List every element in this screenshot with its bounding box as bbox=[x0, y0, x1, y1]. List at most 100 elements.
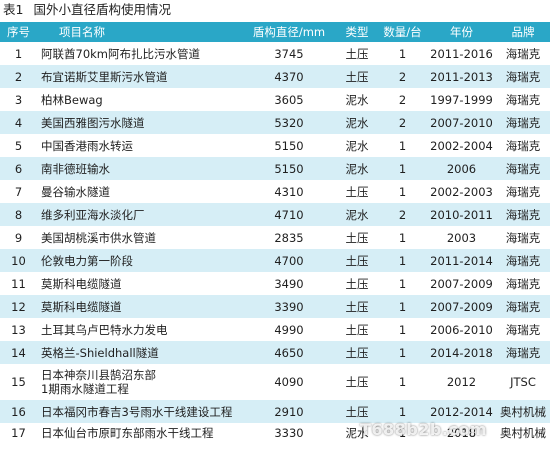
cell-project-name: 美国胡桃溪市供水管道 bbox=[37, 226, 242, 249]
cell-diameter: 5150 bbox=[274, 161, 304, 176]
project-name-line: 日本福冈市春吉3号雨水干线建设工程 bbox=[41, 404, 233, 419]
project-name-line: 维多利亚海水淡化厂 bbox=[41, 207, 145, 222]
cell-brand: 海瑞克 bbox=[505, 46, 541, 61]
cell-count: 1 bbox=[398, 375, 407, 389]
cell-diameter: 3605 bbox=[274, 92, 304, 107]
cell-year: 2010-2011 bbox=[430, 207, 493, 222]
cell-brand: 海瑞克 bbox=[505, 138, 541, 153]
cell-type: 土压 bbox=[345, 375, 369, 389]
cell-project-name: 日本仙台市原町东部雨水干线工程 bbox=[37, 423, 242, 443]
cell-count: 1 bbox=[398, 161, 407, 176]
cell-diameter: 3390 bbox=[274, 299, 304, 314]
cell-no: 6 bbox=[14, 161, 23, 176]
cell-diameter: 4370 bbox=[274, 69, 304, 84]
table-row: 17 日本仙台市原町东部雨水干线工程 3330 泥水 1 2018 奥村机械 bbox=[0, 423, 550, 443]
table-row: 15 日本神奈川县鹄沼东部 1期雨水隧道工程 4090 土压 1 2012 JTSC bbox=[0, 364, 550, 400]
cell-diameter: 2835 bbox=[274, 230, 304, 245]
cell-brand: 海瑞克 bbox=[505, 115, 541, 130]
table-header-row: 序号 项目名称 盾构直径/mm 类型 数量/台 年份 品牌 bbox=[0, 22, 550, 42]
project-name-line: 伦敦电力第一阶段 bbox=[41, 253, 133, 268]
cell-count: 1 bbox=[398, 299, 407, 314]
cell-no: 3 bbox=[14, 92, 23, 107]
cell-count: 1 bbox=[398, 138, 407, 153]
cell-no: 2 bbox=[14, 69, 23, 84]
cell-brand: 海瑞克 bbox=[505, 322, 541, 337]
cell-no: 8 bbox=[14, 207, 23, 222]
cell-brand: 海瑞克 bbox=[505, 69, 541, 84]
caption-text: 国外小直径盾构使用情况 bbox=[33, 2, 171, 17]
header-count: 数量/台 bbox=[383, 25, 422, 39]
cell-year: 1997-1999 bbox=[430, 92, 493, 107]
table-row: 2 布宜诺斯艾里斯污水管道 4370 土压 2 2011-2013 海瑞克 bbox=[0, 65, 550, 88]
project-name-line: 曼谷输水隧道 bbox=[41, 184, 110, 199]
cell-project-name: 英格兰-Shieldhall隧道 bbox=[37, 341, 242, 364]
cell-type: 泥水 bbox=[345, 426, 369, 440]
cell-diameter: 4700 bbox=[274, 253, 304, 268]
header-year: 年份 bbox=[450, 25, 473, 39]
cell-no: 1 bbox=[14, 46, 23, 61]
table-row: 7 曼谷输水隧道 4310 土压 1 2002-2003 海瑞克 bbox=[0, 180, 550, 203]
cell-type: 泥水 bbox=[345, 207, 369, 222]
cell-count: 1 bbox=[398, 345, 407, 360]
cell-year: 2007-2010 bbox=[430, 115, 493, 130]
cell-type: 土压 bbox=[345, 46, 369, 61]
cell-brand: 海瑞克 bbox=[505, 184, 541, 199]
cell-no: 9 bbox=[14, 230, 23, 245]
cell-project-name: 曼谷输水隧道 bbox=[37, 180, 242, 203]
cell-project-name: 南非德班输水 bbox=[37, 157, 242, 180]
cell-count: 1 bbox=[398, 184, 407, 199]
cell-project-name: 阿联酋70km阿布扎比污水管道 bbox=[37, 42, 242, 65]
project-name-line: 美国胡桃溪市供水管道 bbox=[41, 230, 156, 245]
cell-type: 土压 bbox=[345, 276, 369, 291]
cell-no: 4 bbox=[14, 115, 23, 130]
cell-diameter: 4310 bbox=[274, 184, 304, 199]
cell-diameter: 5320 bbox=[274, 115, 304, 130]
cell-brand: 海瑞克 bbox=[505, 299, 541, 314]
table-row: 11 莫斯科电缆隧道 3490 土压 1 2007-2009 海瑞克 bbox=[0, 272, 550, 295]
cell-brand: 海瑞克 bbox=[505, 161, 541, 176]
cell-year: 2002-2003 bbox=[430, 184, 493, 199]
cell-no: 5 bbox=[14, 138, 23, 153]
project-name-line: 柏林Bewag bbox=[41, 92, 103, 107]
cell-year: 2012 bbox=[446, 375, 477, 389]
project-name-line: 英格兰-Shieldhall隧道 bbox=[41, 345, 159, 360]
cell-project-name: 土耳其乌卢巴特水力发电 bbox=[37, 318, 242, 341]
cell-project-name: 布宜诺斯艾里斯污水管道 bbox=[37, 65, 242, 88]
project-name-line: 阿联酋70km阿布扎比污水管道 bbox=[41, 46, 200, 61]
cell-year: 2018 bbox=[446, 426, 477, 440]
cell-type: 泥水 bbox=[345, 138, 369, 153]
cell-year: 2002-2004 bbox=[430, 138, 493, 153]
table-row: 5 中国香港雨水转运 5150 泥水 1 2002-2004 海瑞克 bbox=[0, 134, 550, 157]
cell-no: 12 bbox=[11, 299, 26, 314]
cell-diameter: 3490 bbox=[274, 276, 304, 291]
cell-year: 2014-2018 bbox=[430, 345, 493, 360]
cell-project-name: 维多利亚海水淡化厂 bbox=[37, 203, 242, 226]
cell-type: 泥水 bbox=[345, 92, 369, 107]
cell-brand: 海瑞克 bbox=[505, 253, 541, 268]
cell-count: 2 bbox=[398, 115, 407, 130]
cell-year: 2007-2009 bbox=[430, 276, 493, 291]
cell-count: 1 bbox=[398, 230, 407, 245]
cell-brand: 海瑞克 bbox=[505, 345, 541, 360]
table-row: 10 伦敦电力第一阶段 4700 土压 1 2011-2014 海瑞克 bbox=[0, 249, 550, 272]
watermark: T688b2b.com bbox=[360, 420, 488, 439]
project-name-line: 中国香港雨水转运 bbox=[41, 138, 133, 153]
cell-year: 2012-2014 bbox=[430, 404, 493, 419]
table-row: 8 维多利亚海水淡化厂 4710 泥水 2 2010-2011 海瑞克 bbox=[0, 203, 550, 226]
table-row: 12 莫斯科电缆隧道 3390 土压 1 2007-2009 海瑞克 bbox=[0, 295, 550, 318]
caption-number: 表1 bbox=[3, 2, 24, 17]
cell-project-name: 柏林Bewag bbox=[37, 88, 242, 111]
cell-type: 土压 bbox=[345, 345, 369, 360]
cell-project-name: 日本神奈川县鹄沼东部 1期雨水隧道工程 bbox=[37, 364, 242, 400]
cell-brand: 海瑞克 bbox=[505, 92, 541, 107]
table-row: 13 土耳其乌卢巴特水力发电 4990 土压 1 2006-2010 海瑞克 bbox=[0, 318, 550, 341]
header-type: 类型 bbox=[345, 25, 369, 39]
table-row: 9 美国胡桃溪市供水管道 2835 土压 1 2003 海瑞克 bbox=[0, 226, 550, 249]
table-row: 1 阿联酋70km阿布扎比污水管道 3745 土压 1 2011-2016 海瑞克 bbox=[0, 42, 550, 65]
cell-count: 1 bbox=[398, 46, 407, 61]
cell-count: 2 bbox=[398, 69, 407, 84]
cell-count: 1 bbox=[398, 253, 407, 268]
cell-diameter: 4710 bbox=[274, 207, 304, 222]
header-diameter: 盾构直径/mm bbox=[252, 25, 326, 39]
project-name-line: 日本神奈川县鹄沼东部 bbox=[41, 368, 156, 382]
